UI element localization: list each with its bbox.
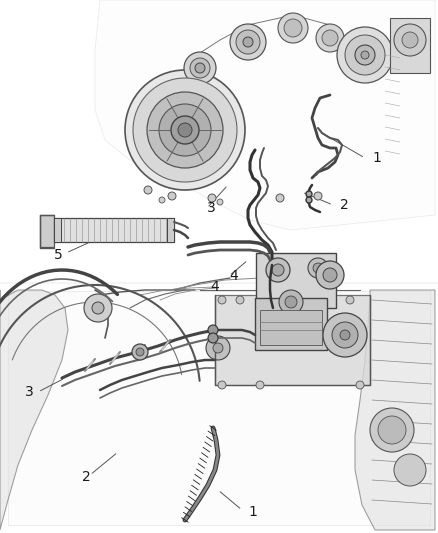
Circle shape: [370, 408, 414, 452]
Bar: [40, 215, 54, 247]
Circle shape: [340, 330, 350, 340]
Circle shape: [284, 19, 302, 37]
Circle shape: [356, 381, 364, 389]
Bar: [54, 218, 61, 242]
Circle shape: [218, 381, 226, 389]
Circle shape: [316, 24, 344, 52]
Bar: [167, 218, 174, 242]
Circle shape: [276, 194, 284, 202]
Bar: [256, 253, 336, 308]
Circle shape: [190, 58, 210, 78]
Polygon shape: [355, 290, 435, 530]
Circle shape: [159, 197, 165, 203]
Circle shape: [316, 261, 344, 289]
Circle shape: [256, 381, 264, 389]
Circle shape: [243, 37, 253, 47]
Circle shape: [144, 186, 152, 194]
Circle shape: [272, 264, 284, 276]
Circle shape: [159, 104, 211, 156]
Circle shape: [168, 192, 176, 200]
Circle shape: [306, 191, 312, 197]
Circle shape: [136, 348, 144, 356]
Circle shape: [178, 123, 192, 137]
Circle shape: [306, 197, 312, 203]
Circle shape: [337, 27, 393, 83]
Circle shape: [378, 416, 406, 444]
Circle shape: [92, 302, 104, 314]
Circle shape: [208, 325, 218, 335]
Bar: [0, 283, 438, 533]
Text: 1: 1: [372, 151, 381, 165]
Circle shape: [266, 258, 290, 282]
Circle shape: [313, 263, 323, 273]
Circle shape: [278, 13, 308, 43]
Text: 4: 4: [229, 269, 238, 283]
Circle shape: [322, 30, 338, 46]
Circle shape: [402, 32, 418, 48]
Circle shape: [125, 70, 245, 190]
Circle shape: [184, 52, 216, 84]
Circle shape: [230, 24, 266, 60]
Circle shape: [394, 24, 426, 56]
Circle shape: [84, 294, 112, 322]
Bar: [215, 295, 370, 385]
Circle shape: [218, 296, 226, 304]
Bar: [260, 310, 322, 345]
Text: 1: 1: [248, 505, 257, 519]
Bar: [0, 0, 438, 283]
Circle shape: [171, 116, 199, 144]
Circle shape: [361, 51, 369, 59]
Circle shape: [132, 344, 148, 360]
Text: 4: 4: [211, 280, 219, 294]
Circle shape: [195, 63, 205, 73]
Text: 5: 5: [54, 248, 63, 262]
Bar: [255, 298, 327, 350]
Circle shape: [279, 290, 303, 314]
Text: 2: 2: [82, 470, 91, 484]
Bar: [390, 18, 430, 73]
Circle shape: [208, 333, 218, 343]
Polygon shape: [0, 290, 68, 530]
Circle shape: [285, 296, 297, 308]
Text: 2: 2: [340, 198, 349, 212]
Circle shape: [355, 45, 375, 65]
Circle shape: [323, 268, 337, 282]
Circle shape: [394, 454, 426, 486]
Circle shape: [206, 336, 230, 360]
Text: 3: 3: [207, 201, 216, 215]
Circle shape: [346, 296, 354, 304]
Polygon shape: [95, 0, 435, 230]
Circle shape: [345, 35, 385, 75]
Circle shape: [314, 192, 322, 200]
Bar: [8, 291, 430, 525]
Circle shape: [332, 322, 358, 348]
Circle shape: [308, 258, 328, 278]
Text: 3: 3: [25, 385, 34, 399]
Circle shape: [147, 92, 223, 168]
Circle shape: [236, 30, 260, 54]
Circle shape: [236, 296, 244, 304]
Circle shape: [133, 78, 237, 182]
Circle shape: [323, 313, 367, 357]
Circle shape: [213, 343, 223, 353]
Circle shape: [208, 194, 216, 202]
Circle shape: [217, 199, 223, 205]
Bar: [54, 218, 174, 242]
